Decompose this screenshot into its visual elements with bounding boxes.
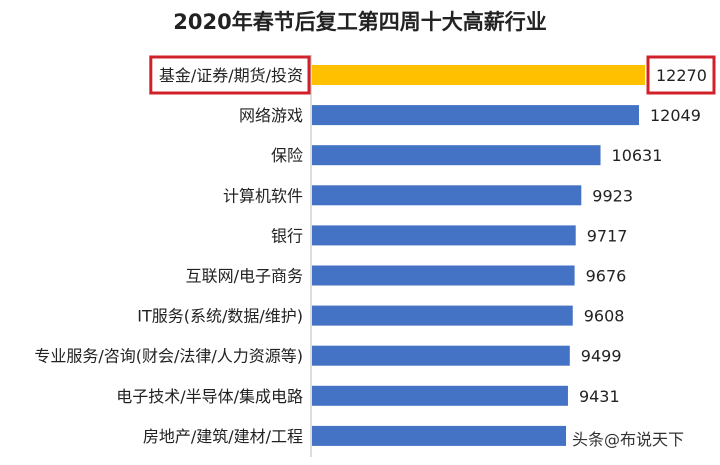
bar — [312, 65, 645, 85]
value-label: 9431 — [579, 387, 620, 406]
value-label: 12270 — [656, 66, 707, 85]
bar — [312, 145, 601, 166]
value-label: 12049 — [650, 106, 701, 125]
watermark: 头条@布说天下 — [572, 430, 685, 449]
bar — [312, 185, 582, 206]
category-label: 保险 — [271, 146, 303, 165]
bar — [312, 425, 567, 446]
bar — [312, 305, 573, 326]
bar — [312, 385, 568, 406]
category-label: 专业服务/咨询(财会/法律/人力资源等) — [34, 347, 303, 366]
category-label: 房地产/建筑/建材/工程 — [143, 427, 303, 446]
value-label: 9608 — [584, 307, 625, 326]
value-label: 9676 — [586, 267, 627, 286]
category-label: 基金/证券/期货/投资 — [159, 66, 303, 85]
category-label: 银行 — [271, 226, 303, 245]
bar — [312, 225, 576, 246]
value-label: 10631 — [612, 146, 663, 165]
bar — [312, 105, 640, 126]
highlight-box-value — [646, 55, 716, 95]
category-label: 互联网/电子商务 — [186, 267, 303, 286]
value-label: 9499 — [581, 347, 622, 366]
value-label: 9923 — [592, 186, 633, 205]
category-label: 网络游戏 — [239, 106, 303, 125]
value-label: 9717 — [587, 226, 628, 245]
category-label: 电子技术/半导体/集成电路 — [116, 387, 303, 406]
highlight-box-label — [149, 55, 311, 95]
chart-title: 2020年春节后复工第四周十大高薪行业 — [173, 10, 547, 34]
bar — [312, 265, 575, 286]
bar — [312, 345, 570, 366]
category-label: IT服务(系统/数据/维护) — [137, 307, 303, 326]
category-label: 计算机软件 — [223, 186, 303, 205]
